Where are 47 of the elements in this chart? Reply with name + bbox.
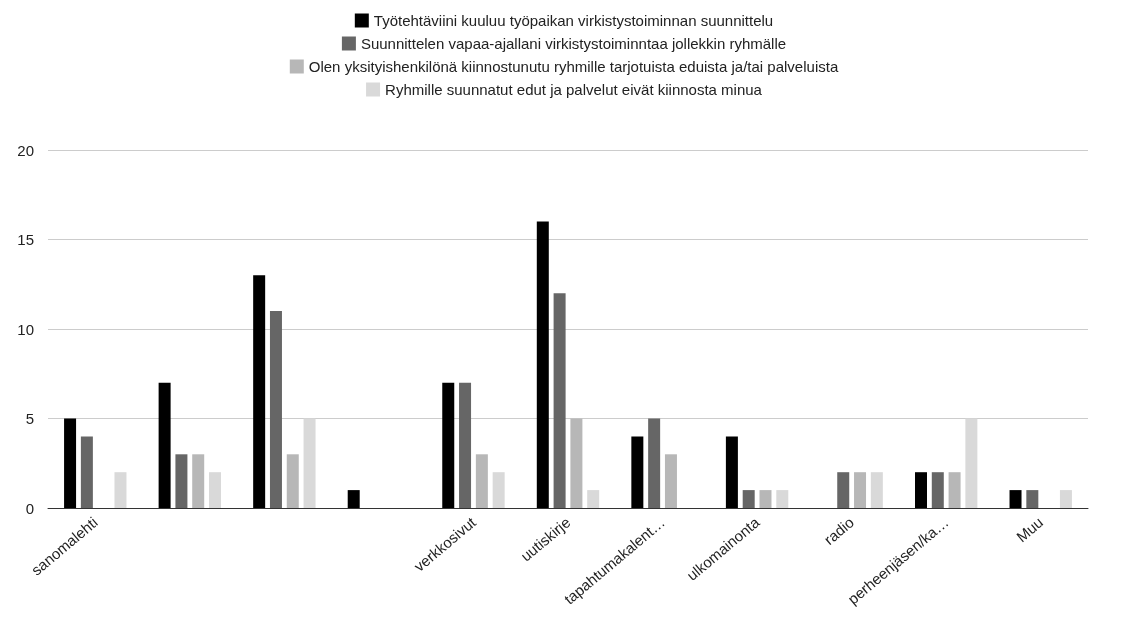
bar <box>286 454 299 508</box>
bar <box>914 472 927 508</box>
bar <box>192 454 205 508</box>
legend-label: Ryhmille suunnatut edut ja palvelut eivät kiinnosta minua <box>385 81 763 98</box>
y-tick-label: 15 <box>17 231 34 248</box>
bar <box>253 275 266 508</box>
bar <box>175 454 188 508</box>
bar <box>347 490 360 508</box>
bar <box>776 490 789 508</box>
bar <box>64 418 77 508</box>
bar <box>837 472 850 508</box>
bar <box>664 454 677 508</box>
y-tick-label: 5 <box>25 410 34 427</box>
bar <box>475 454 488 508</box>
bar <box>492 472 505 508</box>
bar <box>1026 490 1039 508</box>
bar <box>948 472 961 508</box>
bar <box>536 221 549 508</box>
bar <box>553 293 566 508</box>
bar <box>725 436 738 508</box>
bar <box>1059 490 1072 508</box>
bar <box>870 472 883 508</box>
bar <box>759 490 772 508</box>
bar <box>587 490 600 508</box>
y-tick-label: 0 <box>25 499 34 517</box>
legend-label: Olen yksityishenkilönä kiinnostunutu ryhmille tarjotuista eduista ja/tai palveluista <box>308 58 839 75</box>
bar <box>158 382 171 508</box>
bar <box>459 382 472 508</box>
bar <box>648 418 661 508</box>
bar <box>442 382 455 508</box>
legend-label: Työtehtäviini kuuluu työpaikan virkistystoiminnan suunnittelu <box>373 12 774 29</box>
bar <box>80 436 93 508</box>
bar <box>269 311 282 508</box>
bar <box>742 490 755 508</box>
bar <box>1009 490 1022 508</box>
bar <box>631 436 644 508</box>
y-tick-label: 20 <box>17 141 34 159</box>
x-tick-label: Muu <box>1012 513 1047 546</box>
y-tick-label: 10 <box>17 320 34 338</box>
bar <box>209 472 222 508</box>
legend-label: Suunnittelen vapaa-ajallani virkistystoiminntaa jollekkin ryhmälle <box>360 35 787 52</box>
bar <box>965 418 978 508</box>
bar <box>570 418 583 508</box>
bar <box>854 472 867 508</box>
bar <box>114 472 127 508</box>
bar <box>303 418 316 508</box>
bar <box>931 472 944 508</box>
